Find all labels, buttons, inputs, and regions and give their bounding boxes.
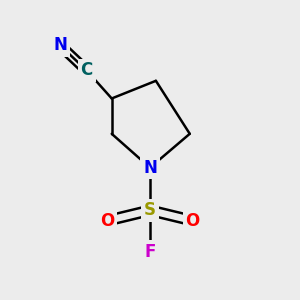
Text: O: O: [100, 212, 114, 230]
Text: N: N: [143, 159, 157, 177]
Text: N: N: [53, 37, 67, 55]
Text: O: O: [186, 212, 200, 230]
Text: F: F: [144, 243, 156, 261]
Text: S: S: [144, 201, 156, 219]
Text: C: C: [81, 61, 93, 80]
